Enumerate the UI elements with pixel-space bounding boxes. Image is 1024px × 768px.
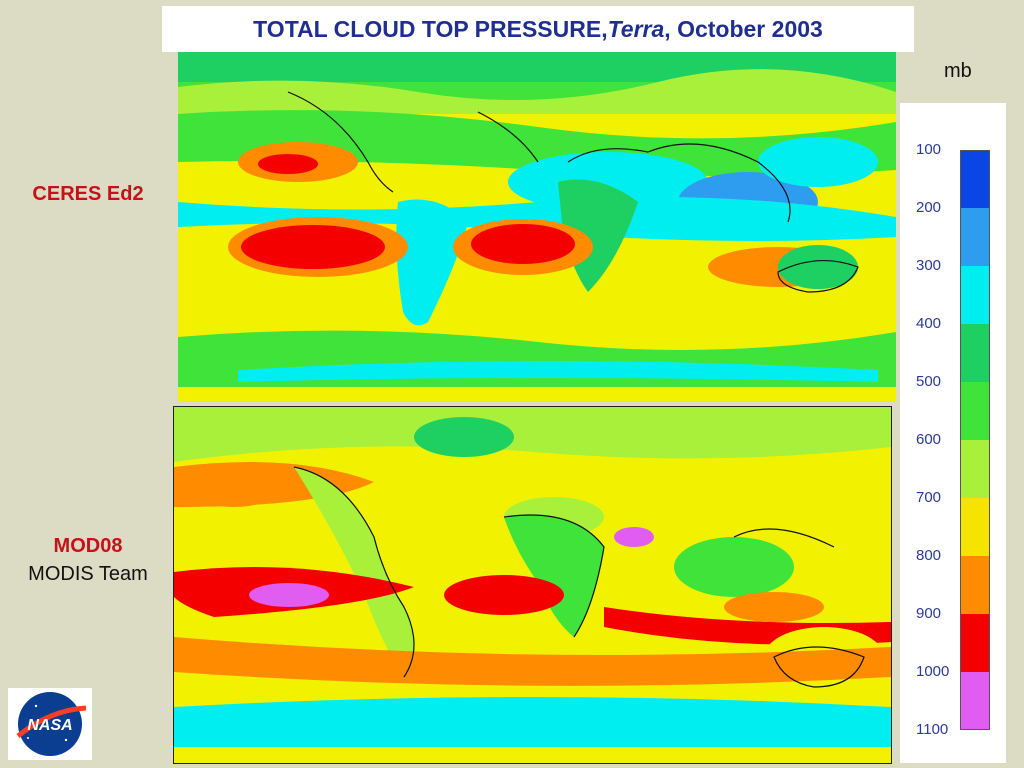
colorbar-tick-label: 1100 (916, 721, 949, 738)
title-main: TOTAL CLOUD TOP PRESSURE, (253, 15, 608, 42)
colorbar-tick-label: 900 (916, 605, 942, 622)
colorbar-tick-label: 400 (916, 315, 942, 332)
modis-cloud-pressure-map (173, 406, 892, 764)
colorbar-swatch (960, 498, 990, 556)
colorbar-tick-label: 800 (916, 547, 942, 564)
slide-title: TOTAL CLOUD TOP PRESSURE, Terra, October… (162, 6, 914, 52)
colorbar-tick-label: 1000 (916, 663, 950, 680)
colorbar-swatch (960, 208, 990, 266)
colorbar-swatch (960, 266, 990, 324)
colorbar-tick-label: 200 (916, 199, 942, 216)
colorbar-tick-label: 300 (916, 257, 942, 274)
colorbar-tick-label: 100 (916, 141, 942, 158)
colorbar-swatch (960, 382, 990, 440)
colorbar-swatch (960, 672, 990, 730)
ceres-cloud-pressure-map (178, 52, 896, 402)
colorbar-swatch (960, 440, 990, 498)
nasa-logo-text: NASA (27, 717, 72, 734)
colorbar-swatch (960, 556, 990, 614)
colorbar: 100 200 300 400 500 600 700 800 900 1000 1100 (900, 103, 1006, 763)
colorbar-tick-label: 600 (916, 431, 942, 448)
colorbar-tick-label: 700 (916, 489, 942, 506)
title-italic: Terra (607, 15, 665, 42)
colorbar-swatch (960, 324, 990, 382)
nasa-logo: NASA (8, 688, 92, 760)
colorbar-tick-label: 500 (916, 373, 942, 390)
colorbar-swatch (960, 150, 990, 208)
modis-team-label: MODIS Team (28, 563, 148, 585)
colorbar-unit: mb (944, 60, 972, 82)
title-tail: , October 2003 (664, 15, 823, 42)
mod08-label: MOD08 (53, 535, 123, 557)
ceres-label: CERES Ed2 (32, 183, 144, 205)
colorbar-frame (960, 150, 990, 730)
colorbar-swatch (960, 614, 990, 672)
